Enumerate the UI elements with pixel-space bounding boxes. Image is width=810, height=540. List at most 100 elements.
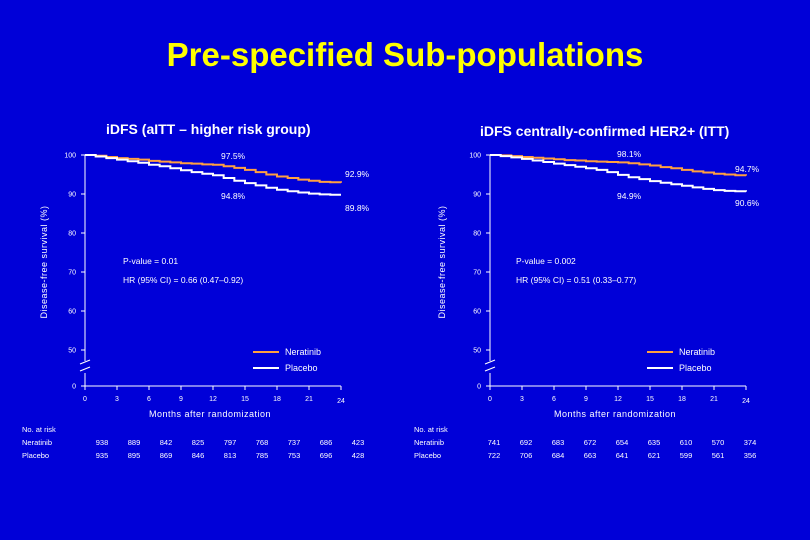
axis-break-mark [79,359,91,365]
right-chart-title: iDFS centrally-confirmed HER2+ (ITT) [480,123,730,139]
axis-break-mark [484,359,496,365]
series-line-placebo [490,154,747,193]
risk-value: 842 [159,438,173,447]
risk-value: 423 [351,438,365,447]
annotation-neratinib-24m: 94.7% [735,164,760,174]
y-tick-label: 80 [68,231,76,238]
hr-text: HR (95% CI) = 0.66 (0.47–0.92) [123,275,243,285]
risk-value: 846 [191,451,205,460]
annotation-neratinib-24m: 92.9% [345,169,370,179]
left-risk-table: No. at risk Neratinib 938 889 842 825 797 768 7… [22,423,374,462]
x-tick-label: 24 [742,398,750,405]
x-tick-label: 6 [552,396,556,403]
legend-label-placebo: Placebo [679,363,712,373]
right-risk-table: No. at risk Neratinib 741 692 683 672 654 635 6… [414,423,766,462]
annotation-neratinib-12m: 98.1% [617,149,642,159]
y-tick-label: 90 [473,192,481,199]
y-tick-label: 100 [64,153,76,160]
risk-value: 672 [583,438,597,447]
x-tick-label: 18 [273,396,281,403]
x-tick-label: 18 [678,396,686,403]
risk-value: 356 [743,451,757,460]
risk-value: 692 [519,438,533,447]
risk-row-label: Neratinib [22,438,53,447]
x-tick-label: 9 [584,396,588,403]
x-tick-label: 21 [305,396,313,403]
risk-value: 869 [159,451,173,460]
annotation-placebo-24m: 89.8% [345,203,370,213]
y-tick-label: 100 [469,153,481,160]
y-tick-label: 60 [68,309,76,316]
risk-value: 686 [319,438,333,447]
risk-value: 741 [487,438,501,447]
risk-value: 935 [95,451,109,460]
y-tick-label: 60 [473,309,481,316]
x-tick-label: 15 [646,396,654,403]
risk-row-label: Neratinib [414,438,445,447]
risk-value: 706 [519,451,533,460]
risk-row: Neratinib 741 692 683 672 654 635 610 570 374 [414,436,766,449]
left-chart-title: iDFS (aITT – higher risk group) [106,121,311,137]
risk-value: 889 [127,438,141,447]
risk-value: 737 [287,438,301,447]
y-tick-label: 80 [473,231,481,238]
risk-value: 753 [287,451,301,460]
x-tick-label: 9 [179,396,183,403]
risk-value: 599 [679,451,693,460]
x-tick-label: 24 [337,398,345,405]
risk-row: Placebo 935 895 869 846 813 785 753 696 428 [22,449,374,462]
annotation-placebo-24m: 90.6% [735,198,760,208]
risk-header: No. at risk [414,425,448,434]
y-axis-label: Disease-free survival (%) [39,205,49,318]
y-tick-label: 0 [477,384,481,391]
risk-value: 895 [127,451,141,460]
risk-value: 635 [647,438,661,447]
risk-row-label: Placebo [22,451,50,460]
risk-value: 785 [255,451,269,460]
annotation-placebo-12m: 94.8% [221,191,246,201]
risk-value: 654 [615,438,629,447]
legend-label-neratinib: Neratinib [679,347,715,357]
y-tick-label: 50 [68,348,76,355]
risk-value: 428 [351,451,365,460]
x-tick-label: 6 [147,396,151,403]
axis-break-mark [484,366,496,372]
risk-value: 768 [255,438,269,447]
risk-value: 683 [551,438,565,447]
y-tick-label: 90 [68,192,76,199]
risk-row-label: Placebo [414,451,442,460]
risk-value: 610 [679,438,693,447]
x-tick-label: 12 [614,396,622,403]
risk-value: 696 [319,451,333,460]
hr-text: HR (95% CI) = 0.51 (0.33–0.77) [516,275,636,285]
risk-value: 684 [551,451,565,460]
risk-value: 813 [223,451,237,460]
risk-row: Neratinib 938 889 842 825 797 768 737 686 423 [22,436,374,449]
y-tick-label: 50 [473,348,481,355]
legend-label-placebo: Placebo [285,363,318,373]
x-tick-label: 15 [241,396,249,403]
series-line-neratinib [490,154,747,177]
risk-value: 621 [647,451,661,460]
x-tick-label: 3 [520,396,524,403]
risk-value: 570 [711,438,725,447]
x-axis-label: Months after randomization [554,409,676,419]
right-km-chart: 0 50 60 70 80 90 100 0 3 6 9 12 15 18 21 24 Months after… [437,149,760,419]
x-tick-label: 3 [115,396,119,403]
risk-header: No. at risk [22,425,56,434]
risk-value: 374 [743,438,757,447]
page-title: Pre-specified Sub-populations [166,36,644,73]
x-tick-label: 0 [83,396,87,403]
risk-row: Placebo 722 706 684 663 641 621 599 561 356 [414,449,766,462]
y-tick-label: 0 [72,384,76,391]
risk-value: 663 [583,451,597,460]
x-tick-label: 12 [209,396,217,403]
y-tick-label: 70 [473,270,481,277]
x-tick-label: 21 [710,396,718,403]
legend-label-neratinib: Neratinib [285,347,321,357]
risk-value: 561 [711,451,725,460]
y-axis-label: Disease-free survival (%) [437,205,447,318]
x-tick-label: 0 [488,396,492,403]
risk-value: 641 [615,451,629,460]
risk-value: 938 [95,438,109,447]
